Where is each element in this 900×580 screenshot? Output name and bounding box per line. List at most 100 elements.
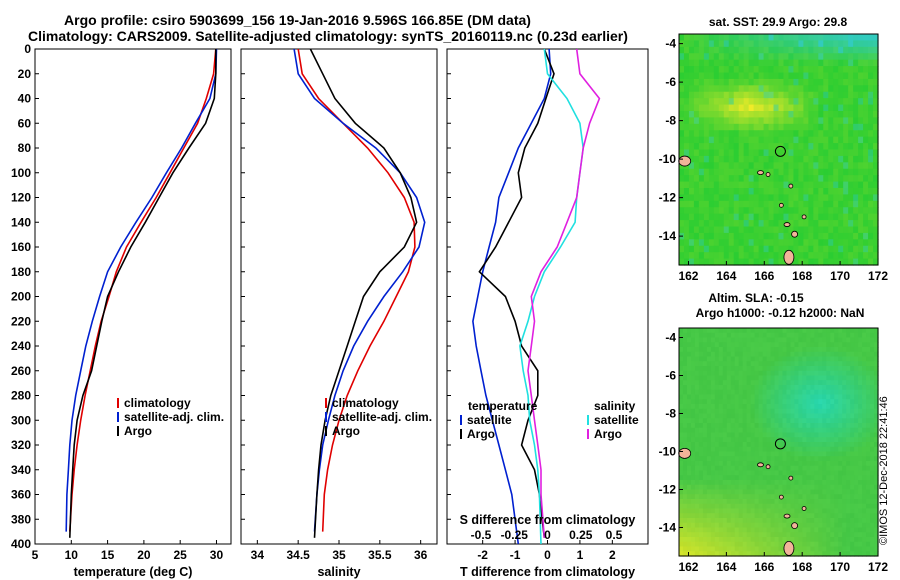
map-cell — [783, 155, 790, 163]
map-cell — [790, 465, 796, 472]
map-cell — [690, 375, 696, 381]
map-cell — [818, 446, 823, 453]
map-cell — [788, 40, 795, 48]
map-cell — [774, 546, 780, 552]
map-cell — [862, 385, 867, 391]
map-cell — [703, 245, 710, 253]
map-cell — [679, 104, 685, 112]
map-cell — [690, 503, 696, 510]
map-cell — [873, 245, 879, 253]
map-cell — [808, 130, 814, 138]
map-cell — [722, 342, 728, 348]
map-cell — [768, 252, 775, 260]
map-cell — [753, 213, 760, 221]
map-cell — [788, 72, 795, 80]
map-cell — [838, 66, 844, 74]
depth-tick-label: 0 — [24, 42, 31, 56]
map-cell — [782, 551, 788, 557]
map-cell — [858, 489, 863, 495]
map-cell — [842, 361, 847, 367]
map-cell — [834, 442, 839, 448]
map-cell — [774, 461, 780, 467]
map-cell — [702, 332, 708, 339]
map-cell — [730, 446, 736, 453]
map-cell — [734, 465, 740, 472]
map-cell — [758, 470, 764, 476]
map-cell — [730, 480, 736, 486]
map-cell — [714, 337, 720, 343]
map-cell — [842, 380, 847, 386]
map-cell — [770, 470, 776, 476]
series-line-s-argo — [527, 48, 601, 538]
map-cell — [838, 385, 843, 391]
map-cell — [802, 342, 807, 348]
map-cell — [850, 342, 855, 348]
map-cell — [762, 413, 768, 419]
map-cell — [758, 123, 765, 131]
map-cell — [726, 432, 732, 438]
map-cell — [842, 423, 847, 429]
map-cell — [846, 451, 851, 457]
map-cell — [706, 442, 712, 448]
map-cell — [846, 418, 851, 424]
map-cell — [758, 489, 764, 495]
map-cell — [808, 104, 814, 112]
map-cell — [738, 484, 744, 491]
map-cell — [786, 508, 792, 514]
map-cell — [738, 34, 745, 42]
map-cell — [733, 213, 740, 221]
map-cell — [722, 499, 728, 505]
map-cell — [758, 527, 764, 533]
map-cell — [850, 375, 855, 381]
map-cell — [742, 380, 748, 386]
map-cell — [686, 389, 692, 396]
map-cell — [702, 456, 708, 462]
island-shape — [801, 506, 807, 511]
map-cell — [830, 432, 835, 438]
map-cell — [688, 136, 695, 144]
map-cell — [762, 546, 768, 552]
map-cell — [834, 389, 839, 396]
map-cell — [814, 389, 819, 396]
map-cell — [862, 366, 867, 372]
map-cell — [802, 408, 807, 415]
map-cell — [679, 423, 684, 429]
map-cell — [803, 91, 809, 99]
map-cell — [870, 508, 875, 514]
map-cell — [770, 456, 776, 462]
map-cell — [838, 149, 844, 157]
map-cell — [702, 527, 708, 533]
map-cell — [694, 337, 700, 343]
map-cell — [694, 423, 700, 429]
map-cell — [798, 385, 803, 391]
map-cell — [773, 252, 780, 260]
map-cell — [830, 513, 835, 519]
map-cell — [778, 451, 784, 457]
map-cell — [758, 503, 764, 510]
map-cell — [714, 456, 720, 462]
map-cell — [778, 489, 784, 495]
map-cell — [794, 366, 799, 372]
map-cell — [753, 155, 760, 163]
map-cell — [778, 399, 784, 405]
difference-profile-panel: -2 -1 0 1 2T difference from climatologytemp… — [446, 48, 649, 579]
map-cell — [782, 527, 788, 533]
map-cell — [703, 162, 710, 170]
map-cell — [842, 480, 847, 486]
map-cell — [743, 123, 750, 131]
map-cell — [686, 413, 692, 419]
map-cell — [798, 175, 804, 183]
map-cell — [718, 380, 724, 386]
map-cell — [806, 522, 811, 529]
map-cell — [858, 40, 864, 48]
map-cell — [738, 499, 744, 505]
map-cell — [748, 111, 755, 119]
map-cell — [828, 53, 834, 61]
map-cell — [730, 427, 736, 434]
map-cell — [774, 527, 780, 533]
map-cell — [802, 389, 807, 396]
map-cell — [846, 366, 851, 372]
map-cell — [866, 394, 871, 400]
map-cell — [733, 34, 740, 42]
